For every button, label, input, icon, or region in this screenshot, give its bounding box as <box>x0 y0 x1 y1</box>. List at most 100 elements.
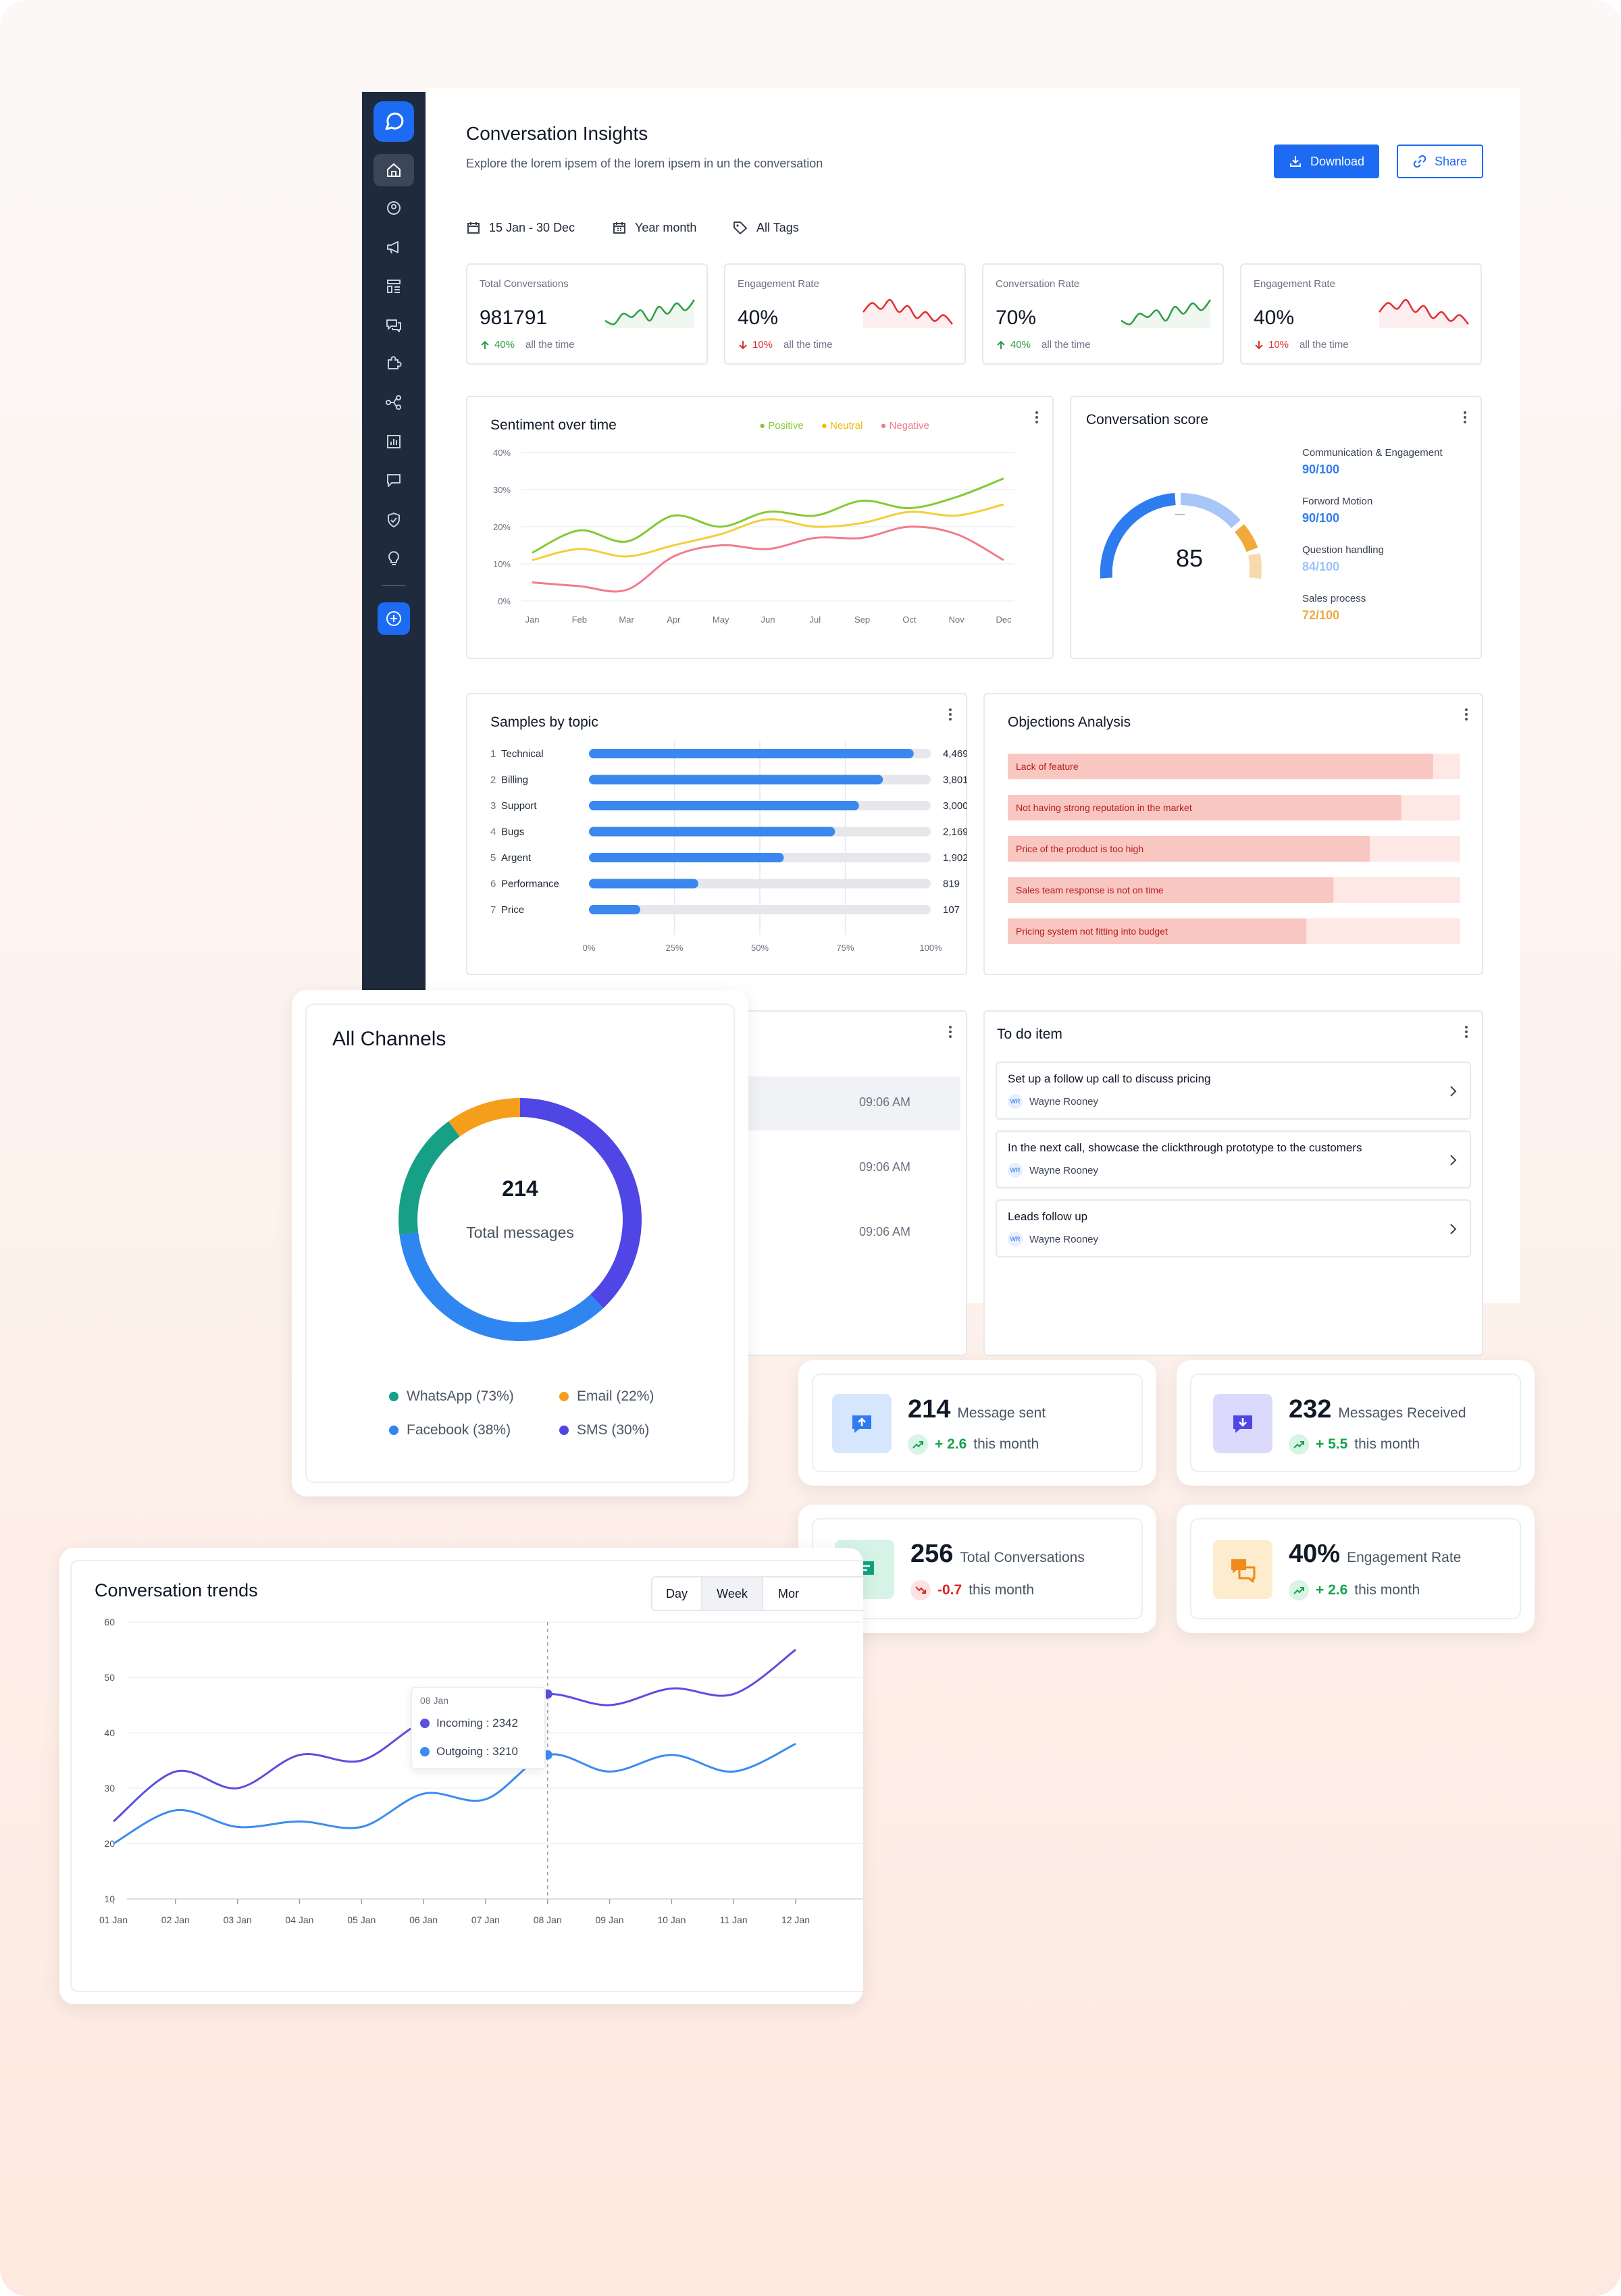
kpi-value: 981791 <box>480 307 548 329</box>
legend-swatch <box>420 1719 430 1728</box>
nav-security[interactable] <box>374 504 414 536</box>
legend-item: WhatsApp (73%) <box>389 1388 514 1405</box>
x-tick-label: 06 Jan <box>409 1914 438 1925</box>
share-button[interactable]: Share <box>1397 145 1483 178</box>
x-tick-label: Jan <box>525 615 540 625</box>
message-time: 09:06 AM <box>859 1095 911 1109</box>
x-tick-label: 09 Jan <box>596 1914 624 1925</box>
todo-item[interactable]: Leads follow up WR Wayne Rooney <box>996 1199 1471 1257</box>
bar-track <box>589 905 931 914</box>
avatar: WR <box>1008 1163 1023 1178</box>
row-number: 7 <box>490 904 496 916</box>
x-tick-label: 75% <box>836 943 854 953</box>
todo-owner: WR Wayne Rooney <box>1008 1163 1098 1178</box>
kpi-label: Engagement Rate <box>1254 278 1335 290</box>
messages-icon <box>386 319 401 332</box>
chevron-right-icon <box>1450 1155 1457 1166</box>
tab-day[interactable]: Day <box>652 1577 702 1610</box>
app-logo[interactable] <box>374 101 414 142</box>
legend-neutral: ● Neutral <box>821 420 863 432</box>
topic-label: Argent <box>501 852 532 864</box>
gauge-segment <box>1234 524 1258 552</box>
kpi-card: Conversation Rate 70% 40% all the time <box>982 263 1224 365</box>
download-button[interactable]: Download <box>1274 145 1379 178</box>
tab-week[interactable]: Week <box>702 1577 763 1610</box>
score-card: Conversation score 85 Communication & En… <box>1070 396 1482 659</box>
nav-reports[interactable] <box>374 425 414 458</box>
series-line-negative <box>532 525 1004 593</box>
more-menu-icon[interactable] <box>947 1024 954 1040</box>
channels-donut <box>398 1098 642 1341</box>
kpi-value: 40% <box>738 307 779 329</box>
more-menu-icon[interactable] <box>1033 409 1040 425</box>
legend-label: Facebook (38%) <box>407 1422 511 1438</box>
stat-value: 214 <box>908 1395 951 1424</box>
bar-value-label: 1,902 <box>943 852 967 864</box>
bar-value-label: 2,1691 <box>943 827 967 838</box>
x-tick-label: 25% <box>665 943 683 953</box>
stat-change-value: + 5.5 <box>1316 1436 1348 1452</box>
kpi-label: Engagement Rate <box>738 278 819 290</box>
nav-flows[interactable] <box>374 386 414 419</box>
legend-label: Positive <box>768 420 804 432</box>
legend-swatch <box>559 1392 569 1402</box>
y-tick-label: 20% <box>493 522 511 532</box>
x-tick-label: Jul <box>809 615 821 625</box>
donut-total-label: Total messages <box>466 1224 574 1241</box>
kpi-change-value: 10% <box>752 339 773 350</box>
puzzle-icon <box>388 356 402 369</box>
y-tick-label: 20 <box>104 1838 115 1849</box>
chevron-right-icon <box>1450 1086 1457 1097</box>
objections-chart: Lack of feature Not having strong reputat… <box>1008 754 1460 944</box>
chart-tooltip: 08 Jan Incoming : 2342 Outgoing : 3210 <box>411 1687 546 1769</box>
nav-campaigns[interactable] <box>374 231 414 263</box>
row-number: 5 <box>490 852 496 864</box>
x-tick-label: Feb <box>572 615 587 625</box>
x-tick-label: 04 Jan <box>285 1914 313 1925</box>
link-icon <box>1413 155 1426 168</box>
more-menu-icon[interactable] <box>1463 706 1470 723</box>
todo-item[interactable]: Set up a follow up call to discuss prici… <box>996 1062 1471 1120</box>
row-number: 3 <box>490 800 496 812</box>
y-tick-label: 30 <box>104 1783 115 1794</box>
nav-ideas[interactable] <box>374 542 414 574</box>
nav-integrations[interactable] <box>374 347 414 380</box>
stat-label: Total Conversations <box>960 1550 1085 1565</box>
nav-inbox[interactable] <box>374 465 414 497</box>
bar-label: Pricing system not fitting into budget <box>1016 926 1168 937</box>
more-menu-icon[interactable] <box>1462 409 1468 425</box>
trends-card: Conversation trends Day Week Mor 10 20 30 4… <box>59 1548 863 2004</box>
add-button[interactable] <box>378 602 410 635</box>
more-menu-icon[interactable] <box>947 706 954 723</box>
date-filter[interactable]: 15 Jan - 30 Dec <box>466 220 575 235</box>
bar-value-label: 107 <box>943 904 960 916</box>
more-menu-icon[interactable] <box>1463 1024 1470 1040</box>
score-item: Question handling 84/100 <box>1302 544 1478 593</box>
nav-home[interactable] <box>374 154 414 186</box>
x-tick-label: 01 Jan <box>99 1914 128 1925</box>
score-item-label: Sales process <box>1302 593 1366 604</box>
gauge-segment <box>1100 493 1176 579</box>
legend-label: SMS (30%) <box>577 1422 650 1438</box>
todo-card: To do item Set up a follow up call to di… <box>983 1010 1483 1356</box>
legend-label: Negative <box>889 420 929 432</box>
nav-conversations[interactable] <box>374 309 414 342</box>
page-title: Conversation Insights <box>466 123 648 144</box>
tab-month[interactable]: Mor <box>778 1586 799 1600</box>
score-breakdown: Communication & Engagement 90/100 Forwor… <box>1302 447 1478 642</box>
nav-layout[interactable] <box>374 270 414 303</box>
todo-item[interactable]: In the next call, showcase the clickthro… <box>996 1130 1471 1189</box>
bar <box>589 775 883 785</box>
message-time: 09:06 AM <box>859 1160 911 1174</box>
arrow-up-icon <box>481 340 489 349</box>
avatar: WR <box>1008 1094 1023 1109</box>
stat-card: 40% Engagement Rate + 2.6 this month <box>1177 1505 1535 1633</box>
bar <box>589 801 859 810</box>
nav-profile[interactable] <box>374 192 414 224</box>
topics-card: Samples by topic 0% 25% 50% 75% 100% 1 Technic… <box>466 693 967 975</box>
donut-slice-email <box>448 1098 520 1137</box>
tags-filter[interactable]: All Tags <box>732 220 799 235</box>
card-title: All Channels <box>332 1028 446 1050</box>
period-filter[interactable]: Year month <box>612 220 696 235</box>
avatar: WR <box>1008 1232 1023 1247</box>
